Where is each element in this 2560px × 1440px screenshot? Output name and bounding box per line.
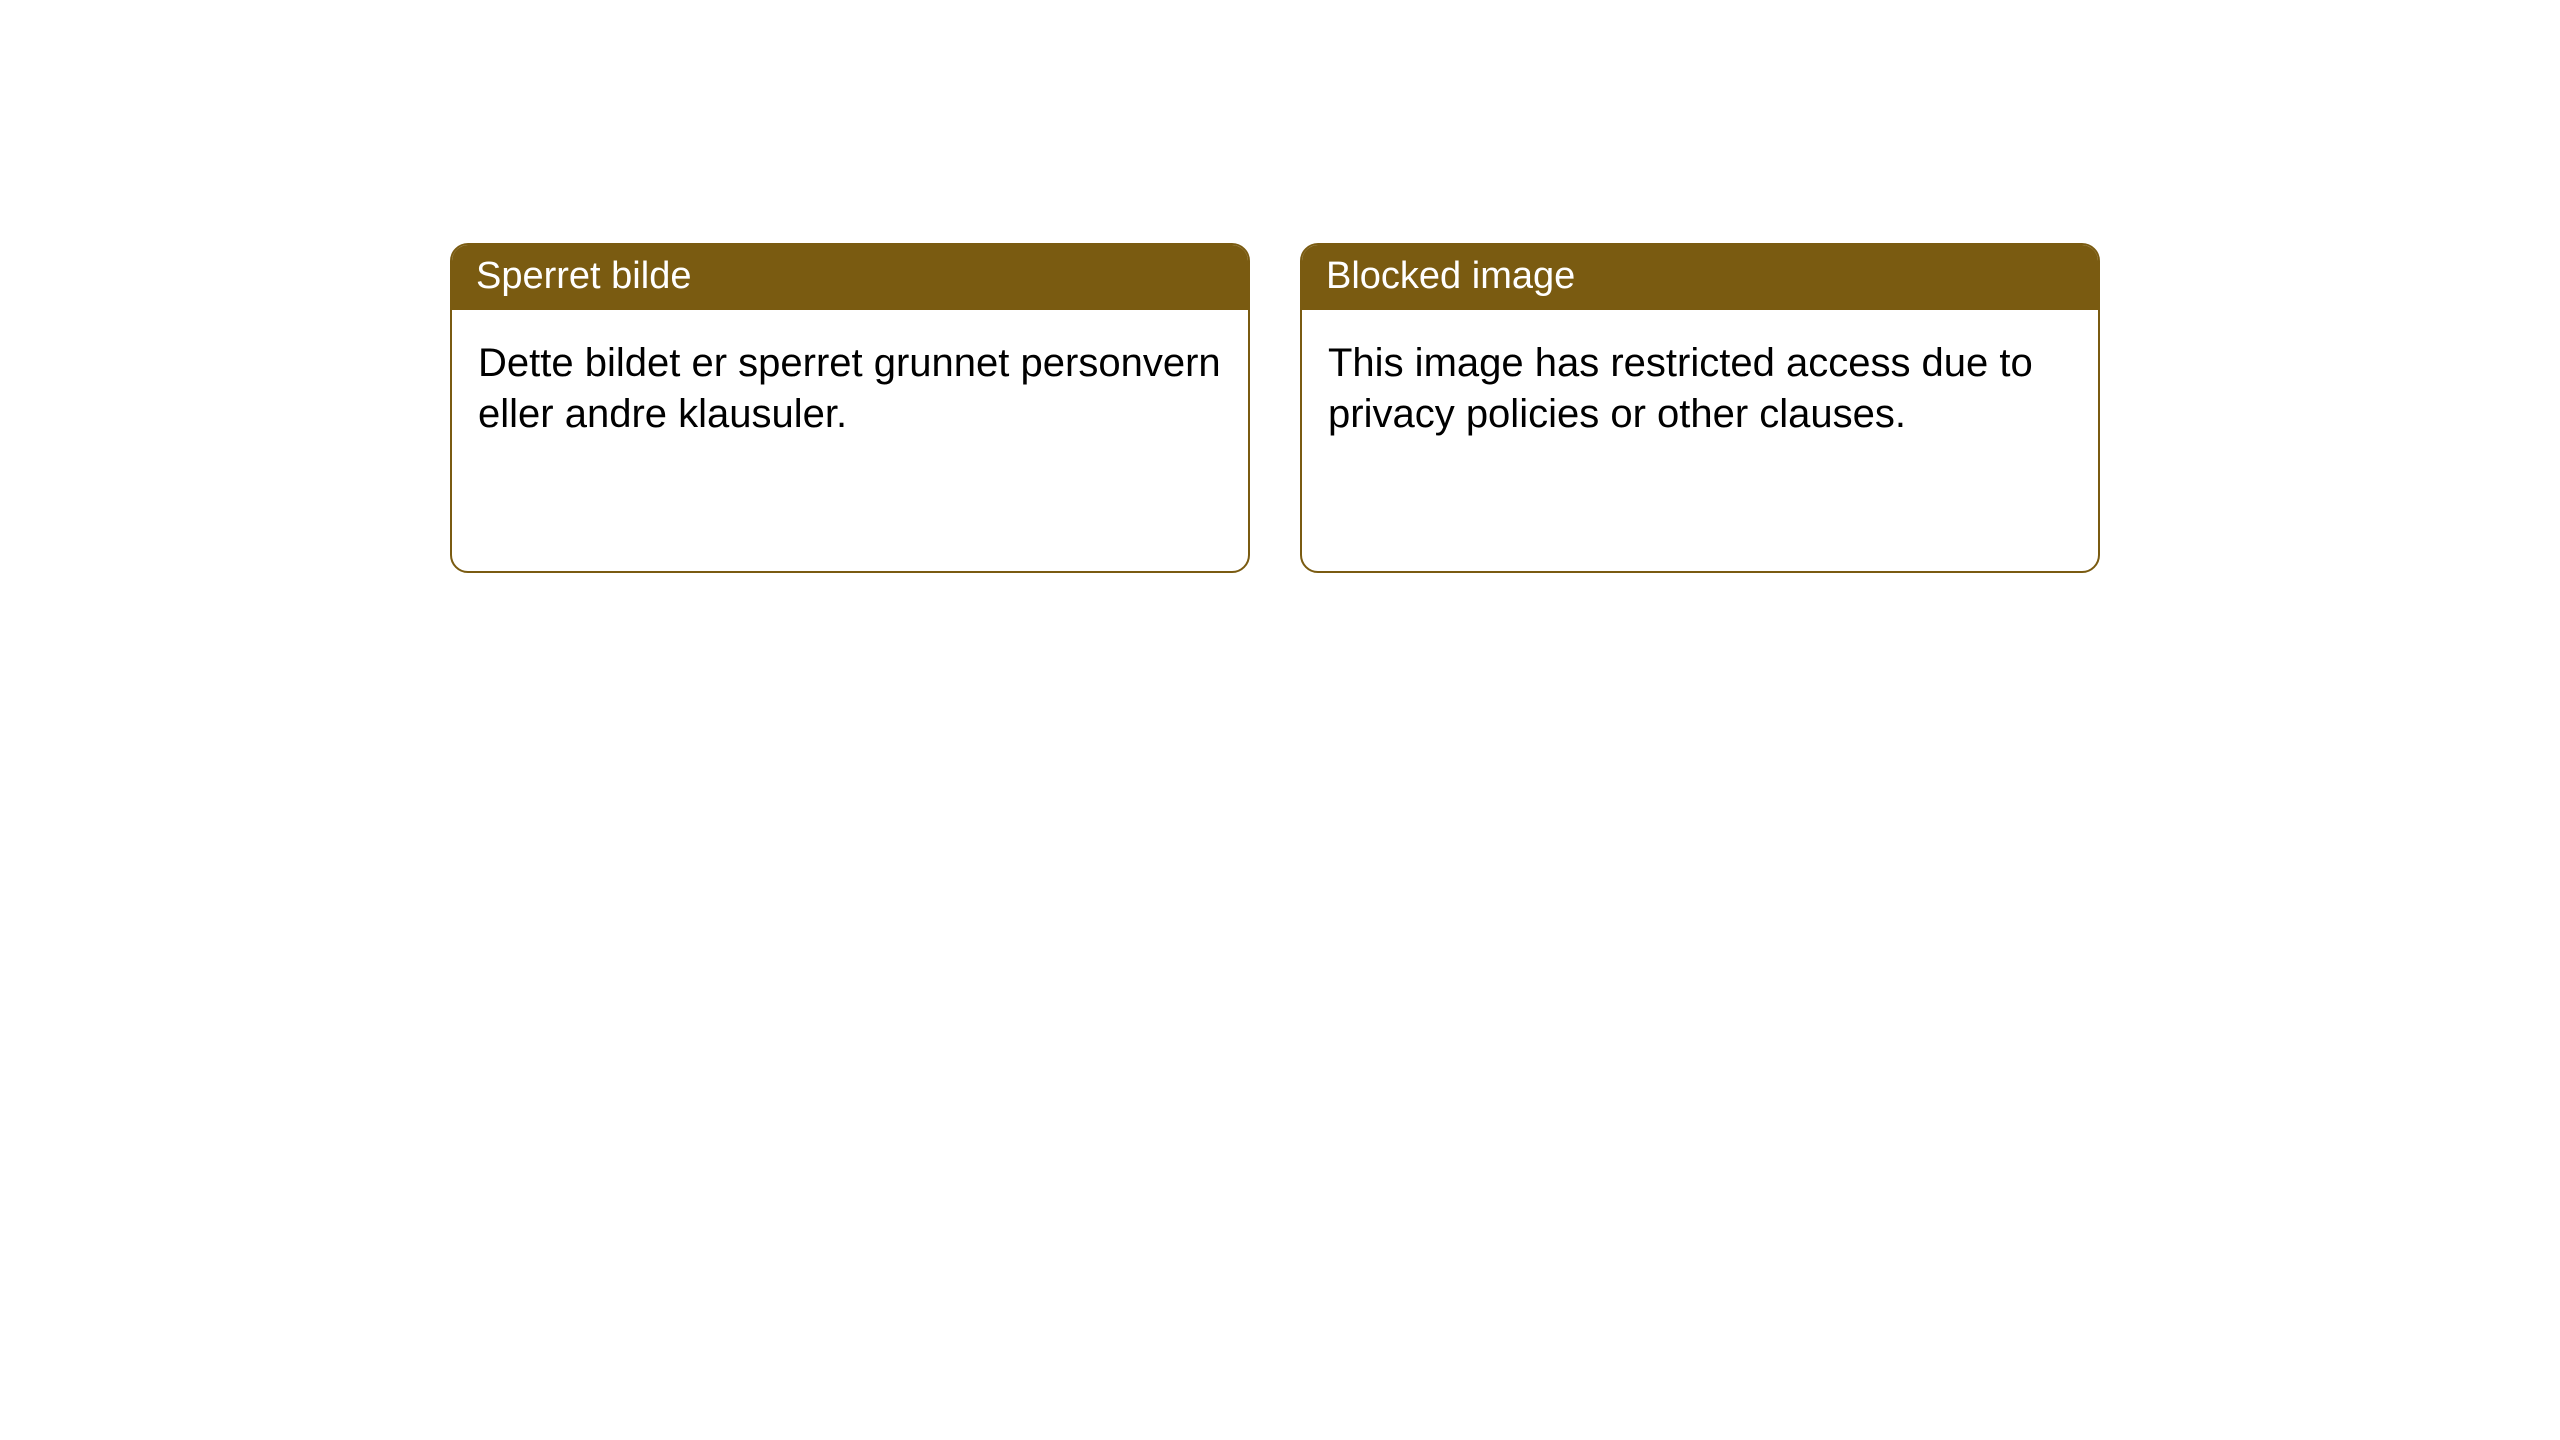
notice-card-header-no: Sperret bilde [452,245,1248,310]
notice-card-no: Sperret bilde Dette bildet er sperret gr… [450,243,1250,573]
notice-card-body-no: Dette bildet er sperret grunnet personve… [452,310,1248,468]
notice-card-body-en: This image has restricted access due to … [1302,310,2098,468]
notice-card-header-en: Blocked image [1302,245,2098,310]
notice-card-en: Blocked image This image has restricted … [1300,243,2100,573]
notice-cards-container: Sperret bilde Dette bildet er sperret gr… [450,243,2100,573]
